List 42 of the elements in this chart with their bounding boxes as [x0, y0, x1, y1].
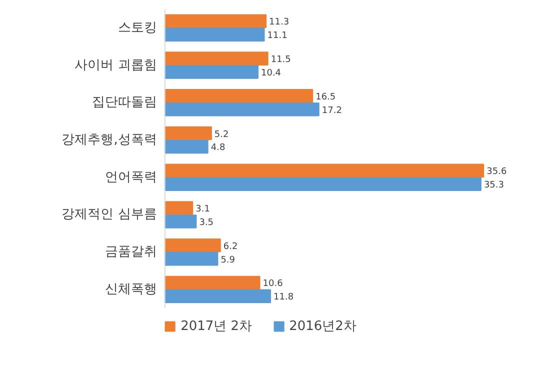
data-label: 10.6 — [262, 279, 284, 290]
data-label: 11.8 — [274, 292, 294, 303]
legend-label: 2017년 2차 — [180, 318, 252, 335]
data-label: 11.1 — [267, 31, 288, 42]
bar — [164, 201, 194, 215]
data-label: 17.2 — [322, 106, 342, 116]
bar — [164, 164, 484, 178]
data-label: 6.2 — [223, 242, 238, 252]
y-tick-label: 금품갈취 — [104, 244, 157, 260]
y-tick-label: 사이버 괴롭힘 — [74, 58, 157, 73]
bar — [164, 52, 268, 66]
bar — [164, 65, 258, 79]
y-tick-label: 신체폭행 — [104, 282, 157, 297]
data-label: 4.8 — [210, 143, 226, 154]
bar — [164, 14, 267, 28]
data-label: 5.2 — [214, 130, 229, 140]
bar — [164, 126, 212, 140]
bar — [164, 252, 218, 266]
bar — [164, 89, 314, 103]
data-label: 11.3 — [269, 18, 290, 28]
bar — [164, 177, 482, 191]
data-label: 3.5 — [199, 218, 214, 228]
legend-label: 2016년2차 — [289, 318, 356, 335]
y-tick-label: 강제적인 심부름 — [62, 207, 157, 222]
bar — [164, 28, 265, 42]
bar — [164, 276, 260, 290]
bar — [164, 289, 272, 304]
data-label: 35.3 — [484, 180, 504, 191]
data-label: 16.5 — [316, 92, 336, 102]
y-tick-label: 언어폭력 — [104, 170, 157, 185]
bar — [164, 214, 197, 228]
y-tick-label: 스토킹 — [118, 20, 157, 36]
bar — [164, 140, 208, 154]
data-label: 10.4 — [260, 68, 282, 79]
bar — [164, 238, 221, 252]
bar — [164, 102, 320, 116]
data-label: 3.1 — [196, 204, 210, 215]
data-label: 5.9 — [220, 255, 236, 266]
data-label: 35.6 — [486, 167, 507, 178]
data-label: 11.5 — [270, 55, 291, 66]
y-tick-label: 강제추행,성폭력 — [62, 132, 157, 148]
y-tick-label: 집단따돌림 — [92, 95, 157, 110]
